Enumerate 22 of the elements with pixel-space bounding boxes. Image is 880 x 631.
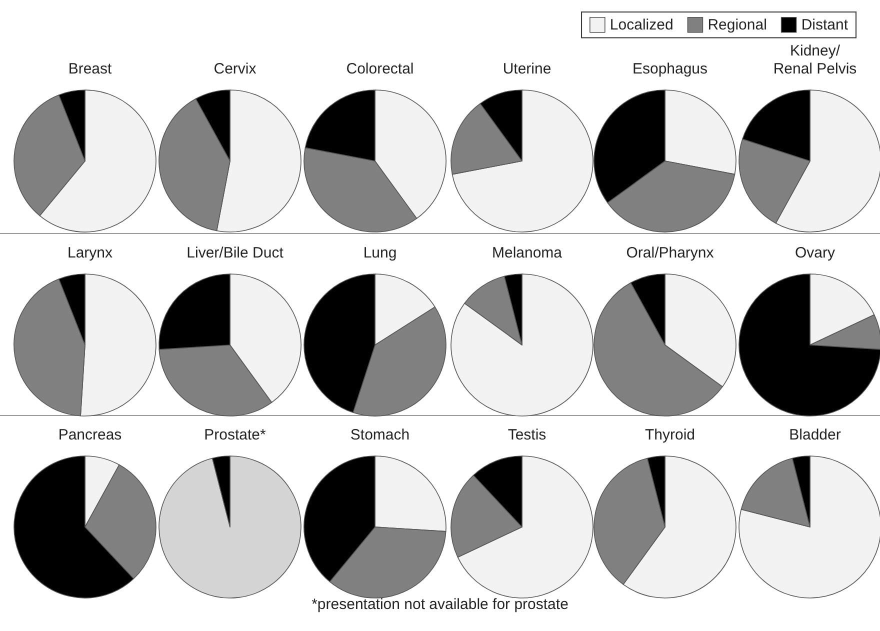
chart-title: Stomach: [350, 426, 410, 444]
chart-title: Oral/Pharynx: [626, 244, 714, 262]
legend-label: Regional: [708, 16, 767, 34]
chart-title: Kidney/ Renal Pelvis: [773, 42, 857, 78]
chart-title: Bladder: [789, 426, 841, 444]
text: Breast: [68, 60, 113, 78]
chart-title: Ovary: [794, 244, 836, 262]
chart-title: Prostate*: [204, 426, 266, 444]
chart-title: Melanoma: [492, 244, 563, 262]
chart-title: Testis: [508, 426, 546, 444]
chart-title: Pancreas: [58, 426, 122, 444]
chart-title: Thyroid: [644, 426, 696, 444]
chart-title: Cervix: [214, 60, 257, 78]
chart-title: Esophagus: [632, 60, 708, 78]
chart-title: Colorectal: [346, 60, 414, 78]
chart-title: Larynx: [67, 244, 114, 262]
legend-label: Localized: [610, 16, 674, 34]
chart-title: Uterine: [502, 60, 552, 78]
legend-label: Distant: [801, 16, 849, 34]
chart-title: Liver/Bile Duct: [186, 244, 284, 262]
chart-title: Lung: [363, 244, 397, 262]
text: *presentation not available for prostate: [310, 596, 570, 613]
